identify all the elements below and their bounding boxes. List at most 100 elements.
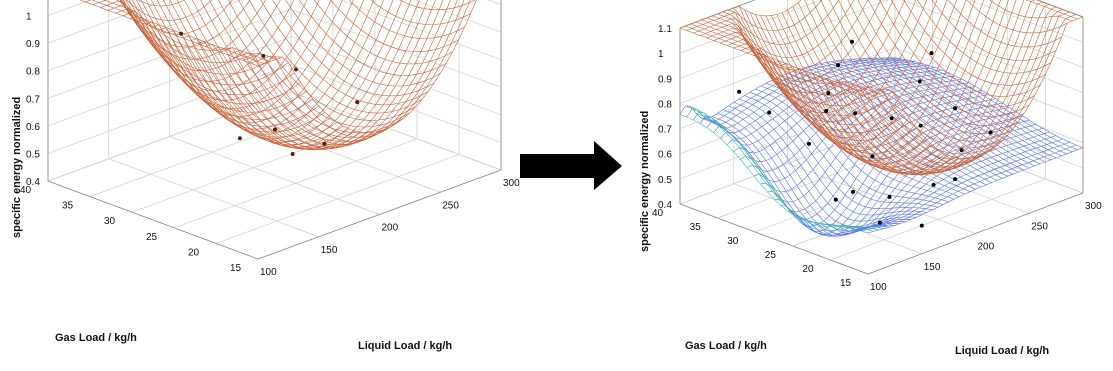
mesh-line bbox=[313, 0, 453, 65]
data-point bbox=[836, 63, 840, 68]
mesh-line bbox=[399, 0, 476, 11]
mesh-line bbox=[840, 6, 1057, 173]
mesh-line bbox=[760, 15, 949, 173]
mesh-line bbox=[841, 60, 1030, 169]
z-axis-label: specific energy normalized bbox=[11, 97, 23, 238]
mesh-line bbox=[693, 0, 840, 45]
mesh-line bbox=[830, 61, 1019, 173]
mesh-line bbox=[903, 0, 1046, 86]
mesh-line bbox=[348, 0, 465, 39]
data-point bbox=[929, 51, 934, 56]
mesh-line bbox=[701, 117, 890, 235]
mesh-line bbox=[812, 0, 998, 160]
mesh-line bbox=[285, 0, 441, 87]
mesh-line bbox=[685, 105, 874, 232]
mesh-line bbox=[192, 0, 386, 146]
grid-line bbox=[169, 136, 380, 215]
z-tick-label: 0.5 bbox=[658, 175, 672, 186]
y-tick-label: 40 bbox=[652, 208, 664, 219]
data-point bbox=[807, 141, 811, 146]
data-point bbox=[889, 116, 894, 121]
mesh-line bbox=[163, 0, 362, 150]
mesh-line bbox=[792, 6, 982, 171]
x-axis-label: Liquid Load / kg/h bbox=[358, 340, 452, 352]
data-point bbox=[767, 110, 772, 115]
mesh-line bbox=[749, 12, 939, 168]
mesh-line bbox=[140, 0, 338, 142]
mesh-line bbox=[787, 9, 976, 173]
mesh-line bbox=[846, 59, 1035, 167]
data-point bbox=[290, 152, 295, 156]
data-point bbox=[294, 67, 298, 72]
data-point bbox=[953, 106, 958, 111]
mesh-line bbox=[250, 0, 471, 138]
mesh-line bbox=[884, 57, 1073, 153]
data-point bbox=[953, 177, 958, 182]
axis-edge bbox=[47, 180, 259, 260]
mesh-line bbox=[260, 0, 429, 106]
mesh-line bbox=[879, 0, 1035, 108]
z-tick-label: 0.7 bbox=[26, 94, 40, 105]
data-point bbox=[237, 136, 242, 141]
y-tick-label: 35 bbox=[62, 201, 74, 212]
grid-line bbox=[413, 0, 502, 33]
grid-line bbox=[290, 64, 502, 143]
z-tick-label: 1 bbox=[658, 49, 664, 60]
chart-right: specific energy normalized Gas Load / kg… bbox=[639, 0, 1102, 357]
x-tick-label: 100 bbox=[260, 267, 277, 278]
mesh-line bbox=[1036, 0, 1084, 18]
data-point bbox=[851, 189, 855, 194]
grid-line bbox=[47, 36, 292, 127]
data-point bbox=[322, 141, 327, 146]
grid-line bbox=[108, 158, 319, 238]
mesh-line bbox=[738, 98, 928, 216]
x-tick-label: 150 bbox=[321, 245, 338, 256]
grid-line bbox=[894, 22, 1084, 93]
mesh-line bbox=[123, 0, 307, 113]
z-axis-label: specific energy normalized bbox=[639, 111, 651, 252]
data-point bbox=[273, 127, 277, 132]
z-tick-label: 0.9 bbox=[658, 74, 672, 85]
mesh-line bbox=[989, 0, 1073, 22]
mesh-line bbox=[686, 0, 823, 31]
z-tick-label: 0.6 bbox=[26, 122, 40, 133]
data-point bbox=[850, 39, 854, 44]
mesh-line bbox=[182, 0, 403, 146]
grid-line bbox=[290, 91, 502, 171]
mesh-line bbox=[820, 0, 1003, 155]
mesh-line bbox=[755, 88, 944, 205]
y-tick-label: 30 bbox=[727, 236, 739, 247]
mesh-line bbox=[868, 58, 1057, 159]
mesh-line bbox=[728, 105, 917, 227]
x-axis-label: Liquid Load / kg/h bbox=[955, 345, 1049, 357]
y-tick-label: 20 bbox=[802, 264, 814, 275]
x-tick-label: 200 bbox=[382, 223, 399, 234]
mesh-line bbox=[330, 0, 459, 52]
mesh-line bbox=[212, 0, 436, 150]
mesh-line bbox=[125, 0, 313, 120]
data-point bbox=[737, 89, 742, 94]
mesh-line bbox=[115, 0, 277, 63]
mesh-line bbox=[862, 58, 1051, 161]
mesh-line bbox=[744, 9, 933, 164]
y-tick-label: 25 bbox=[146, 232, 158, 243]
mesh-line bbox=[728, 9, 917, 148]
x-tick-label: 250 bbox=[442, 200, 459, 211]
data-point bbox=[919, 223, 924, 228]
mesh-line bbox=[717, 112, 906, 235]
surface-mesh bbox=[679, 0, 1084, 175]
x-tick-label: 150 bbox=[924, 262, 941, 273]
mesh-line bbox=[781, 12, 971, 175]
mesh-line bbox=[695, 21, 885, 96]
mesh-line bbox=[798, 2, 987, 168]
data-point bbox=[918, 123, 923, 128]
grid-line bbox=[230, 113, 441, 193]
data-point bbox=[824, 109, 829, 113]
mesh-line bbox=[120, 0, 283, 75]
z-tick-label: 0.4 bbox=[26, 177, 40, 188]
mesh-line bbox=[722, 11, 912, 141]
mesh-line bbox=[916, 0, 1051, 74]
mesh-line bbox=[749, 91, 938, 208]
mesh-line bbox=[197, 0, 420, 150]
